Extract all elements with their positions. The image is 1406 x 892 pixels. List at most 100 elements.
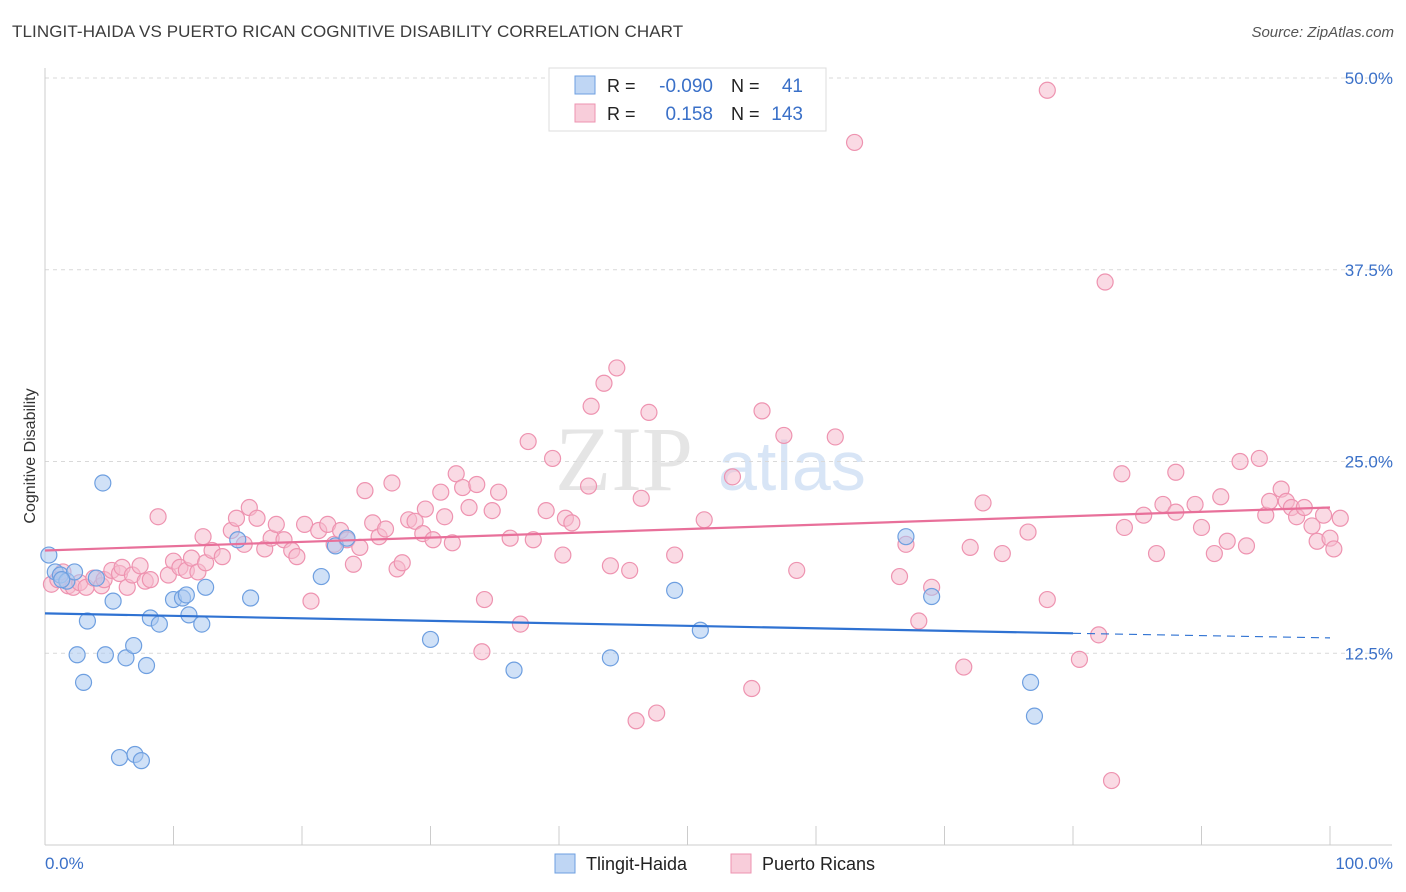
puerto-ricans-point (475, 590, 494, 609)
puerto-ricans-point (432, 483, 450, 501)
puerto-ricans-point (910, 612, 928, 630)
y-tick-label: 37.5% (1345, 261, 1393, 280)
puerto-ricans-point (753, 402, 771, 420)
tlingit-haida-point (150, 615, 168, 633)
puerto-ricans-point (1205, 544, 1223, 563)
legend-n-label-pink: N = (731, 104, 760, 124)
chart-title: TLINGIT-HAIDA VS PUERTO RICAN COGNITIVE … (12, 22, 684, 41)
puerto-ricans-point (454, 478, 472, 497)
puerto-ricans-point (519, 432, 537, 451)
puerto-ricans-point (582, 397, 600, 415)
y-axis-label: Cognitive Disability (22, 388, 39, 523)
tlingit-haida-point (897, 528, 915, 546)
puerto-ricans-point (1113, 465, 1131, 483)
legend-r-label-blue: R = (607, 76, 636, 96)
puerto-ricans-point (447, 465, 465, 483)
series-legend-label-tlingit-haida: Tlingit-Haida (586, 854, 688, 874)
series-legend-swatch-puerto-ricans (730, 853, 752, 874)
puerto-ricans-point (468, 475, 486, 494)
y-axis-tick-labels: 12.5% 25.0% 37.5% 50.0% (1345, 69, 1393, 663)
puerto-ricans-point (648, 704, 666, 722)
puerto-ricans-point (436, 508, 454, 526)
tlingit-haida-trend-extension (1072, 632, 1331, 639)
puerto-ricans-point (621, 561, 639, 580)
puerto-ricans-point (608, 359, 626, 377)
tlingit-haida-point (96, 646, 114, 664)
stats-legend: R = -0.090 N = 41 R = 0.158 N = 143 (548, 67, 827, 132)
tlingit-haida-point (110, 748, 129, 767)
puerto-ricans-point (1096, 273, 1114, 291)
puerto-ricans-point (194, 528, 212, 546)
puerto-ricans-point (267, 515, 285, 533)
puerto-ricans-point (1261, 492, 1279, 510)
puerto-ricans-point (1115, 518, 1134, 537)
puerto-ricans-point (890, 567, 909, 586)
puerto-ricans-point (524, 531, 542, 549)
tlingit-haida-point (177, 586, 195, 604)
axes (44, 68, 1392, 846)
puerto-ricans-point (961, 538, 979, 557)
puerto-ricans-point (543, 449, 562, 468)
tlingit-haida-point (87, 569, 106, 587)
tlingit-haida-point (68, 646, 86, 664)
tlingit-haida-point (601, 649, 620, 667)
puerto-ricans-point (695, 511, 713, 529)
puerto-ricans-point (1038, 81, 1056, 99)
puerto-ricans-trend-line (44, 506, 1331, 552)
tlingit-haida-point (104, 592, 122, 610)
puerto-ricans-point (826, 428, 844, 446)
puerto-ricans-point (356, 482, 374, 500)
puerto-ricans-point (424, 531, 442, 549)
puerto-ricans-point (1147, 544, 1166, 563)
tlingit-haida-points (40, 474, 1044, 770)
tlingit-haida-point (117, 649, 135, 667)
puerto-ricans-point (483, 501, 501, 520)
tlingit-haida-point (180, 606, 198, 624)
puerto-ricans-point (632, 489, 650, 507)
tlingit-haida-point (691, 621, 709, 639)
puerto-ricans-point (1090, 626, 1108, 644)
puerto-ricans-point (1167, 463, 1185, 481)
watermark-zip: ZIP (555, 408, 693, 510)
puerto-ricans-point (501, 529, 519, 547)
puerto-ricans-point (490, 483, 508, 501)
puerto-ricans-point (288, 548, 306, 566)
puerto-ricans-point (460, 498, 478, 517)
puerto-ricans-point (845, 133, 864, 152)
puerto-ricans-point (1038, 590, 1056, 609)
puerto-ricans-point (537, 501, 555, 520)
puerto-ricans-point (149, 508, 167, 526)
tlingit-haida-point (137, 656, 156, 675)
tlingit-haida-point (1025, 707, 1044, 725)
legend-n-label-blue: N = (731, 76, 760, 96)
series-legend-swatch-tlingit-haida (554, 853, 576, 874)
puerto-ricans-point (595, 374, 613, 392)
puerto-ricans-point (227, 509, 246, 527)
puerto-ricans-point (1237, 537, 1256, 555)
puerto-ricans-point (393, 554, 411, 572)
x-tick-label-min: 0.0% (45, 854, 84, 873)
puerto-ricans-point (1135, 506, 1153, 524)
puerto-ricans-point (1192, 518, 1211, 537)
tlingit-haida-point (338, 529, 356, 547)
puerto-ricans-point (1070, 650, 1089, 668)
tlingit-haida-point (312, 567, 330, 586)
puerto-ricans-point (788, 561, 806, 580)
tlingit-haida-point (421, 630, 440, 649)
puerto-ricans-point (1019, 523, 1037, 541)
y-tick-label: 25.0% (1345, 453, 1393, 472)
puerto-ricans-point (416, 500, 434, 518)
tlingit-haida-point (1021, 673, 1040, 691)
puerto-ricans-point (579, 477, 598, 495)
puerto-ricans-point (974, 494, 992, 512)
gridlines (45, 77, 1392, 654)
legend-r-value-blue: -0.090 (659, 76, 713, 97)
puerto-ricans-point (627, 712, 645, 730)
tlingit-haida-point (78, 612, 97, 630)
legend-n-value-blue: 41 (782, 76, 803, 97)
tlingit-haida-point (74, 673, 93, 691)
tlingit-haida-point (65, 563, 84, 581)
puerto-ricans-point (443, 534, 461, 552)
tlingit-haida-point (125, 636, 143, 655)
